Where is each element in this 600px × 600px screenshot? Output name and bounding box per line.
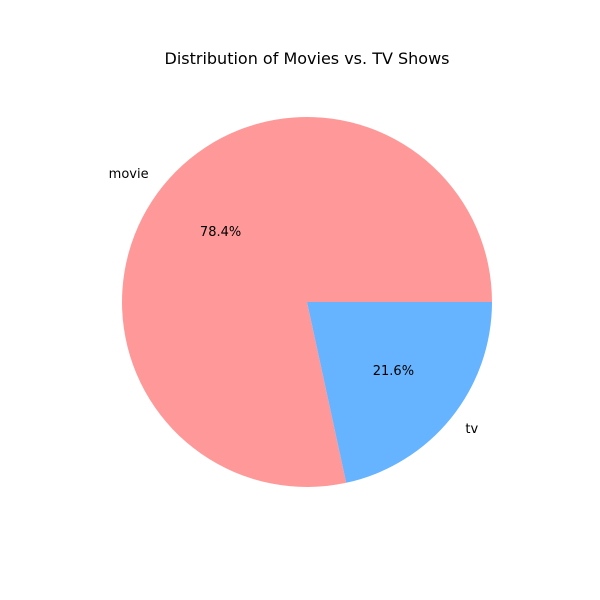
- pie-slices: [122, 117, 493, 488]
- percent-label-movie: 78.4%: [200, 225, 241, 240]
- percent-label-tv: 21.6%: [373, 364, 414, 379]
- pie-slice-movie: [122, 117, 493, 488]
- chart-title: Distribution of Movies vs. TV Shows: [165, 49, 450, 68]
- category-label-tv: tv: [465, 422, 478, 437]
- category-label-movie: movie: [109, 167, 149, 182]
- pie-slice-tv: [307, 302, 493, 483]
- pie-labels: movie 78.4% tv 21.6%: [109, 167, 479, 437]
